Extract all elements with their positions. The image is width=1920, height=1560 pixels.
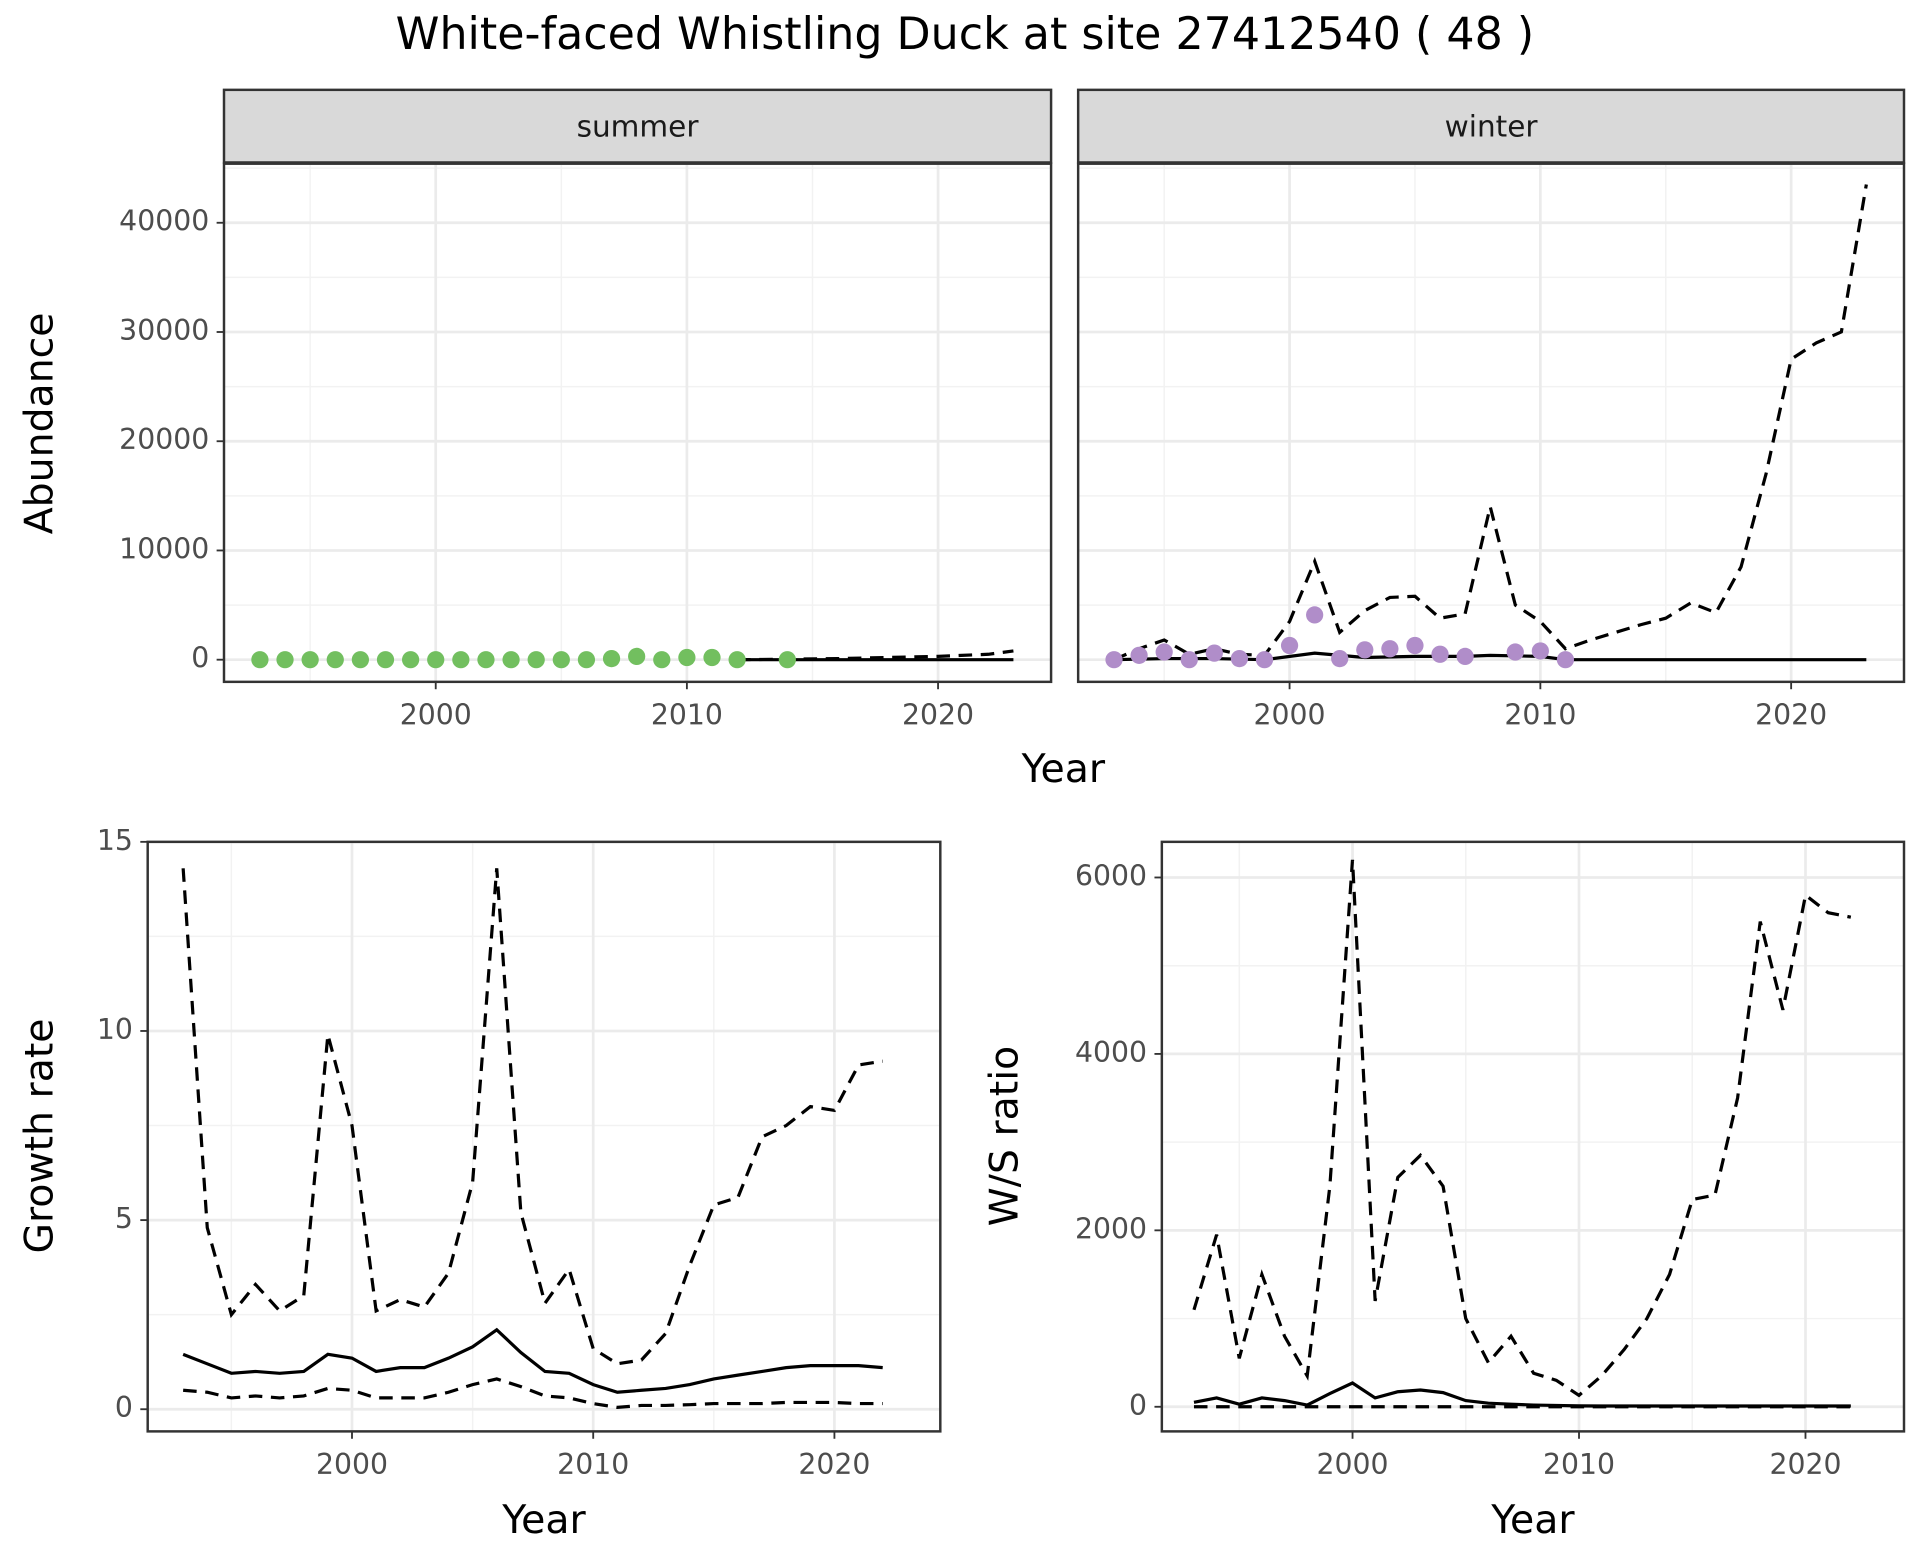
data-point xyxy=(1255,651,1274,669)
data-point xyxy=(251,651,269,669)
data-point xyxy=(1105,651,1123,669)
x-tick-label: 2000 xyxy=(400,698,472,731)
data-point xyxy=(1456,647,1474,666)
data-point xyxy=(502,651,520,669)
line-series xyxy=(181,868,883,1366)
y-tick-label: 0 xyxy=(191,642,209,675)
facet-label: winter xyxy=(1445,109,1539,143)
data-point xyxy=(678,648,696,667)
x-tick-label: 2000 xyxy=(1254,698,1326,731)
facet-label: summer xyxy=(577,109,700,143)
data-point xyxy=(1306,606,1324,624)
facet-strip xyxy=(222,88,1053,164)
data-point xyxy=(1130,646,1148,664)
x-tick-label: 2010 xyxy=(557,1448,629,1481)
data-point xyxy=(703,648,721,667)
y-tick-label: 40000 xyxy=(119,205,209,238)
y-tick-label: 6000 xyxy=(1075,859,1147,892)
data-point xyxy=(628,647,646,666)
data-point xyxy=(1230,649,1249,668)
x-tick-label: 2020 xyxy=(798,1448,870,1481)
data-point xyxy=(653,651,671,669)
y-axis-title: W/S ratio xyxy=(981,1046,1027,1227)
data-point xyxy=(326,651,344,669)
data-point xyxy=(527,651,545,669)
data-point xyxy=(1356,641,1374,659)
data-point xyxy=(602,649,621,668)
panel-border xyxy=(146,840,942,1433)
y-axis-title: Abundance xyxy=(16,312,62,534)
data-point xyxy=(1431,645,1449,663)
x-tick-label: 2010 xyxy=(1543,1448,1615,1481)
data-point xyxy=(1406,636,1424,655)
x-axis-title: Year xyxy=(501,1497,586,1543)
data-point xyxy=(1556,651,1575,669)
data-point xyxy=(778,651,796,669)
y-tick-label: 2000 xyxy=(1075,1212,1147,1245)
data-point xyxy=(1531,642,1549,660)
panel-border xyxy=(1160,840,1906,1433)
y-tick-label: 15 xyxy=(97,824,133,857)
line-series xyxy=(182,1327,883,1394)
line-series xyxy=(183,1377,883,1409)
data-point xyxy=(1180,651,1198,669)
y-axis-title: Growth rate xyxy=(16,1018,62,1253)
x-axis-title: Year xyxy=(1490,1497,1575,1543)
y-tick-label: 30000 xyxy=(119,314,209,347)
x-tick-label: 2000 xyxy=(316,1448,388,1481)
data-point xyxy=(301,651,319,669)
x-tick-label: 2010 xyxy=(651,698,723,731)
data-point xyxy=(427,651,445,669)
x-tick-label: 2020 xyxy=(1769,1448,1841,1481)
panel-background xyxy=(224,163,1052,682)
figure-title: White-faced Whistling Duck at site 27412… xyxy=(396,9,1534,60)
data-point xyxy=(1155,643,1173,661)
data-point xyxy=(577,651,596,669)
data-point xyxy=(1280,636,1299,655)
y-tick-label: 0 xyxy=(115,1391,133,1424)
data-point xyxy=(401,651,420,669)
panel-background xyxy=(1161,841,1904,1432)
y-tick-label: 10000 xyxy=(119,532,209,565)
data-point xyxy=(1506,643,1524,661)
data-point xyxy=(276,651,294,669)
x-axis-title: Year xyxy=(1021,746,1106,792)
data-point xyxy=(552,651,570,669)
data-point xyxy=(452,651,470,669)
data-point xyxy=(1205,644,1223,662)
x-tick-label: 2000 xyxy=(1317,1448,1389,1481)
panel-border xyxy=(222,162,1053,684)
y-tick-label: 10 xyxy=(97,1013,133,1046)
line-series xyxy=(1192,859,1852,1398)
y-tick-label: 4000 xyxy=(1075,1036,1147,1069)
panel-background xyxy=(147,841,941,1432)
x-tick-label: 2020 xyxy=(1755,698,1827,731)
x-tick-label: 2010 xyxy=(1504,698,1576,731)
y-tick-label: 5 xyxy=(115,1202,133,1235)
data-point xyxy=(477,651,495,669)
panel-border xyxy=(1076,162,1906,684)
data-point xyxy=(728,651,746,669)
y-tick-label: 20000 xyxy=(119,423,209,456)
x-tick-label: 2020 xyxy=(902,698,974,731)
data-point xyxy=(376,651,395,669)
data-point xyxy=(1381,640,1399,658)
data-point xyxy=(1331,649,1349,668)
panel-background xyxy=(1078,163,1904,682)
y-tick-label: 0 xyxy=(1129,1389,1147,1422)
facet-strip xyxy=(1076,88,1906,164)
data-point xyxy=(351,651,369,669)
line-series xyxy=(1193,1381,1851,1408)
